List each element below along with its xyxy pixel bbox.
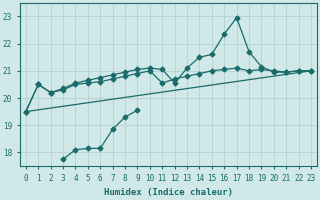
X-axis label: Humidex (Indice chaleur): Humidex (Indice chaleur) [104, 188, 233, 197]
